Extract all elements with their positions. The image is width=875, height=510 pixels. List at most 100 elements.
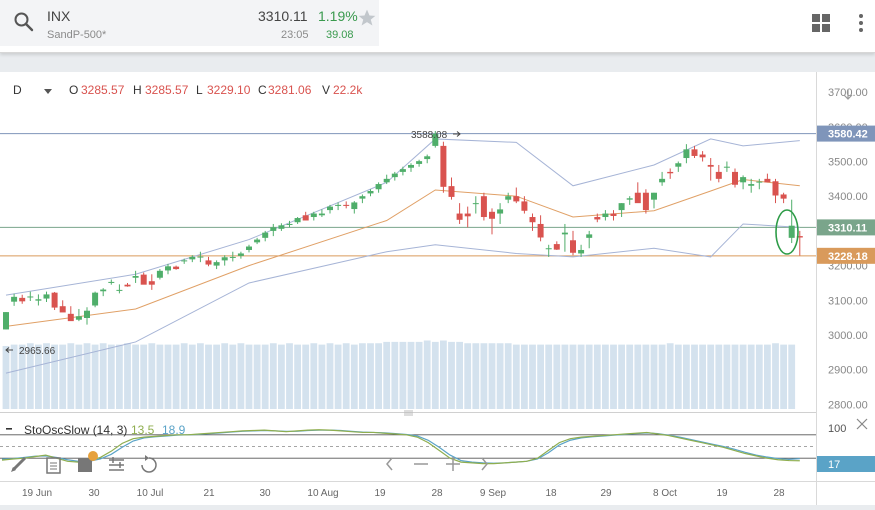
candle[interactable]	[772, 178, 779, 204]
candle[interactable]	[221, 255, 228, 266]
candle[interactable]	[513, 187, 520, 204]
candle[interactable]	[570, 230, 576, 256]
candle[interactable]	[43, 291, 50, 303]
scroll-right-icon[interactable]	[481, 457, 488, 471]
candle[interactable]	[505, 192, 512, 204]
candle[interactable]	[84, 307, 90, 325]
candle[interactable]	[521, 196, 528, 214]
candle[interactable]	[723, 161, 730, 172]
symbol-quote[interactable]: INX SandP-500* 3310.11 1.19% 23:05 39.08	[0, 0, 379, 46]
candle[interactable]	[278, 223, 285, 231]
candle[interactable]	[3, 312, 9, 330]
candle[interactable]	[740, 175, 747, 190]
candle[interactable]	[756, 178, 763, 190]
candle[interactable]	[237, 251, 244, 259]
candle[interactable]	[246, 244, 252, 253]
candle[interactable]	[715, 164, 722, 183]
candle[interactable]	[553, 241, 560, 250]
candle[interactable]	[594, 213, 601, 223]
candle[interactable]	[537, 215, 544, 242]
candle[interactable]	[529, 213, 536, 231]
search-icon[interactable]	[12, 10, 36, 34]
layers-icon[interactable]	[78, 451, 98, 472]
candle[interactable]	[634, 182, 641, 204]
scroll-down-icon[interactable]	[843, 90, 853, 100]
candle[interactable]	[132, 270, 139, 283]
candle[interactable]	[391, 171, 398, 181]
pane-resize-handle[interactable]	[404, 410, 413, 416]
candle[interactable]	[173, 265, 180, 270]
candle[interactable]	[586, 230, 593, 249]
candle[interactable]	[359, 194, 366, 204]
candle[interactable]	[796, 230, 803, 256]
candle[interactable]	[610, 210, 617, 221]
candle[interactable]	[732, 168, 738, 188]
candle[interactable]	[59, 300, 66, 313]
candle[interactable]	[626, 196, 633, 205]
candle[interactable]	[124, 282, 131, 287]
undo-icon[interactable]	[141, 455, 157, 473]
candle[interactable]	[375, 182, 382, 193]
candle[interactable]	[67, 306, 74, 322]
candle[interactable]	[659, 171, 666, 186]
candle[interactable]	[399, 166, 406, 176]
candle[interactable]	[367, 189, 374, 197]
candle[interactable]	[618, 203, 625, 218]
candle[interactable]	[19, 294, 26, 304]
candle[interactable]	[286, 220, 293, 228]
candle[interactable]	[667, 168, 674, 179]
layout-grid-icon[interactable]	[811, 13, 831, 33]
interval-dropdown-icon[interactable]	[44, 89, 52, 94]
candle[interactable]	[116, 284, 123, 294]
candle[interactable]	[408, 163, 414, 172]
candle[interactable]	[108, 279, 115, 285]
candle[interactable]	[140, 272, 147, 285]
close-oscillator-icon[interactable]	[856, 418, 868, 430]
draw-pencil-icon[interactable]	[11, 456, 27, 472]
candle[interactable]	[92, 291, 99, 308]
candle[interactable]	[424, 154, 431, 164]
candle[interactable]	[472, 196, 479, 214]
candle[interactable]	[464, 206, 471, 228]
zoom-in-icon[interactable]	[446, 457, 460, 471]
price-chart[interactable]: 3700.003600.003500.003400.003300.003200.…	[0, 72, 875, 505]
star-icon[interactable]	[357, 8, 377, 28]
candle[interactable]	[691, 145, 698, 159]
candle[interactable]	[148, 274, 155, 290]
candle[interactable]	[416, 159, 423, 167]
candle[interactable]	[262, 230, 269, 242]
candle[interactable]	[780, 192, 787, 204]
candle[interactable]	[254, 237, 261, 245]
candlesticks[interactable]	[3, 130, 803, 330]
candle[interactable]	[213, 260, 220, 270]
candle[interactable]	[310, 211, 317, 221]
interval-label[interactable]: D	[13, 83, 22, 97]
candle[interactable]	[748, 178, 755, 193]
candle[interactable]	[270, 223, 277, 237]
candle[interactable]	[497, 203, 504, 224]
candle[interactable]	[327, 204, 333, 214]
notes-icon[interactable]	[46, 457, 61, 474]
candle[interactable]	[27, 291, 34, 301]
candle[interactable]	[35, 294, 42, 306]
candle[interactable]	[699, 151, 706, 162]
candle[interactable]	[578, 244, 585, 257]
candle[interactable]	[343, 201, 350, 209]
candle[interactable]	[181, 258, 188, 264]
candle[interactable]	[294, 217, 301, 224]
candle[interactable]	[456, 203, 463, 224]
candle[interactable]	[156, 269, 163, 280]
candle[interactable]	[707, 158, 714, 181]
candle[interactable]	[302, 211, 309, 221]
candle[interactable]	[545, 244, 552, 257]
oscillator-pane[interactable]	[0, 429, 816, 465]
candle[interactable]	[197, 251, 204, 263]
candle[interactable]	[764, 173, 771, 183]
candle[interactable]	[189, 255, 196, 263]
candle[interactable]	[480, 192, 487, 221]
candle[interactable]	[229, 251, 236, 262]
candle[interactable]	[788, 199, 795, 244]
candle[interactable]	[561, 223, 568, 252]
time-axis[interactable]: 19 Jun 30 10 Jul 21 30 10 Aug 19 28 9 Sep 18 29 8 O…	[22, 488, 785, 499]
candle[interactable]	[318, 209, 325, 218]
